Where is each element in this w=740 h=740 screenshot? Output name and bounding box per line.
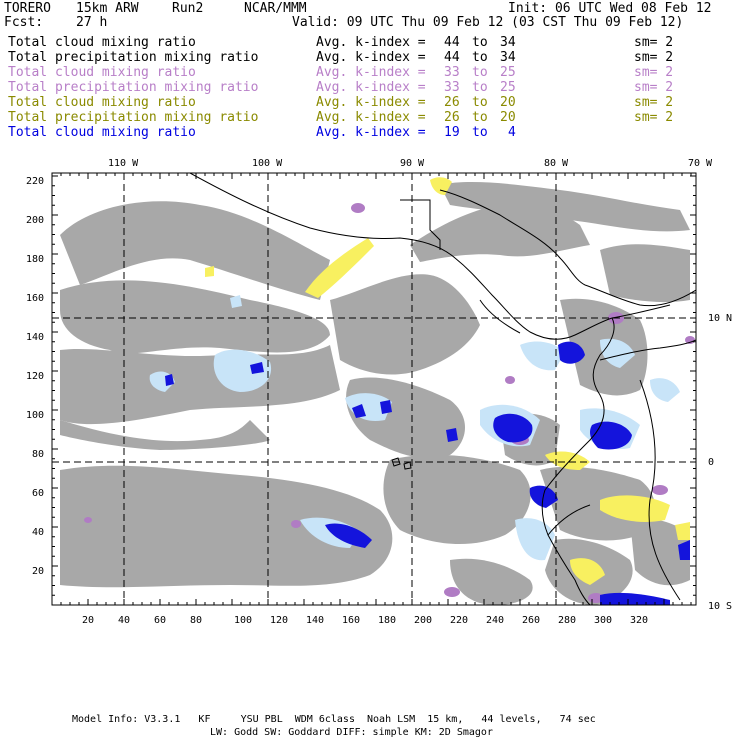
lon-label: 110 W (108, 158, 139, 169)
lon-label: 90 W (400, 158, 425, 169)
legend-from: 33 (444, 80, 460, 95)
model-info: Model Info: V3.3.1 KF YSU PBL WDM 6class… (72, 714, 596, 725)
x-tick-label: 180 (378, 615, 397, 626)
valid-time: Valid: 09 UTC Thu 09 Feb 12 (03 CST Thu … (292, 15, 684, 30)
legend-from: 26 (444, 110, 460, 125)
legend-to-label: to (472, 80, 488, 95)
coastline (189, 173, 696, 605)
legend-to: 25 (500, 80, 516, 95)
y-tick-label: 20 (32, 566, 45, 577)
legend-sm: sm= 2 (634, 50, 674, 65)
y-tick-label: 40 (32, 527, 45, 538)
legend-index: Avg. k-index = (316, 50, 426, 65)
x-tick-label: 80 (190, 615, 203, 626)
x-tick-label: 200 (414, 615, 433, 626)
legend-from: 33 (444, 65, 460, 80)
plot-frame (51, 172, 697, 606)
legend-to-label: to (472, 50, 488, 65)
model-resolution: 15km ARW (76, 1, 139, 16)
y-tick-label: 80 (32, 449, 45, 460)
x-tick-label: 20 (82, 615, 95, 626)
legend-index: Avg. k-index = (316, 80, 426, 95)
y-tick-label: 120 (26, 371, 45, 382)
legend-field: Total cloud mixing ratio (8, 35, 196, 50)
legend-sm: sm= 2 (634, 110, 674, 125)
forecast-label: Fcst: (4, 15, 44, 30)
cloud-mixing-gray-field (60, 182, 690, 605)
legend-field: Total precipitation mixing ratio (8, 80, 259, 95)
lat-label: 10 N (708, 313, 733, 324)
legend-sm: sm= 2 (634, 95, 674, 110)
legend-field: Total cloud mixing ratio (8, 95, 196, 110)
model-name: TORERO (4, 1, 51, 16)
legend-to: 25 (500, 65, 516, 80)
legend-from: 19 (444, 125, 460, 140)
legend-field: Total cloud mixing ratio (8, 125, 196, 140)
legend-sm: sm= 2 (634, 65, 674, 80)
lon-label: 70 W (688, 158, 713, 169)
legend-from: 26 (444, 95, 460, 110)
legend-index: Avg. k-index = (316, 110, 426, 125)
run-label: Run2 (172, 1, 204, 16)
legend-field: Total precipitation mixing ratio (8, 50, 259, 65)
init-time: Init: 06 UTC Wed 08 Feb 12 (508, 1, 712, 16)
x-tick-label: 260 (522, 615, 541, 626)
legend-field: Total cloud mixing ratio (8, 65, 196, 80)
legend-to-label: to (472, 35, 488, 50)
lat-label: 10 S (708, 601, 733, 612)
precip-yellow-field (205, 177, 690, 585)
legend-field: Total precipitation mixing ratio (8, 110, 259, 125)
y-tick-label: 180 (26, 254, 45, 265)
x-tick-label: 100 (234, 615, 253, 626)
legend-index: Avg. k-index = (316, 125, 426, 140)
legend-to: 4 (508, 125, 516, 140)
y-tick-label: 220 (26, 176, 45, 187)
org-label: NCAR/MMM (244, 1, 307, 16)
legend-to-label: to (472, 95, 488, 110)
y-tick-label: 200 (26, 215, 45, 226)
x-tick-label: 220 (450, 615, 469, 626)
y-tick-label: 140 (26, 332, 45, 343)
x-tick-label: 300 (594, 615, 613, 626)
x-tick-label: 320 (630, 615, 649, 626)
blue-field (165, 341, 690, 605)
legend-sm: sm= 2 (634, 35, 674, 50)
legend-index: Avg. k-index = (316, 65, 426, 80)
legend-from: 44 (444, 35, 460, 50)
x-tick-label: 60 (154, 615, 167, 626)
lon-label: 80 W (544, 158, 569, 169)
legend-index: Avg. k-index = (316, 35, 426, 50)
legend-from: 44 (444, 50, 460, 65)
lon-label: 100 W (252, 158, 283, 169)
legend-to-label: to (472, 125, 488, 140)
x-tick-label: 120 (270, 615, 289, 626)
legend-to: 34 (500, 35, 516, 50)
y-tick-label: 100 (26, 410, 45, 421)
lat-lon-grid (52, 173, 696, 605)
x-tick-label: 40 (118, 615, 131, 626)
legend-to: 20 (500, 110, 516, 125)
forecast-hour: 27 h (76, 15, 108, 30)
legend-to: 20 (500, 95, 516, 110)
x-tick-label: 280 (558, 615, 577, 626)
y-tick-label: 160 (26, 293, 45, 304)
x-tick-label: 240 (486, 615, 505, 626)
y-tick-label: 60 (32, 488, 45, 499)
legend-index: Avg. k-index = (316, 95, 426, 110)
lat-label: 0 (708, 457, 715, 468)
x-tick-label: 160 (342, 615, 361, 626)
legend-to: 34 (500, 50, 516, 65)
physics-info: LW: Godd SW: Goddard DIFF: simple KM: 2D… (210, 727, 493, 738)
x-tick-label: 140 (306, 615, 325, 626)
legend-to-label: to (472, 65, 488, 80)
axis-ticks (51, 173, 696, 606)
legend-sm: sm= 2 (634, 80, 674, 95)
legend-to-label: to (472, 110, 488, 125)
